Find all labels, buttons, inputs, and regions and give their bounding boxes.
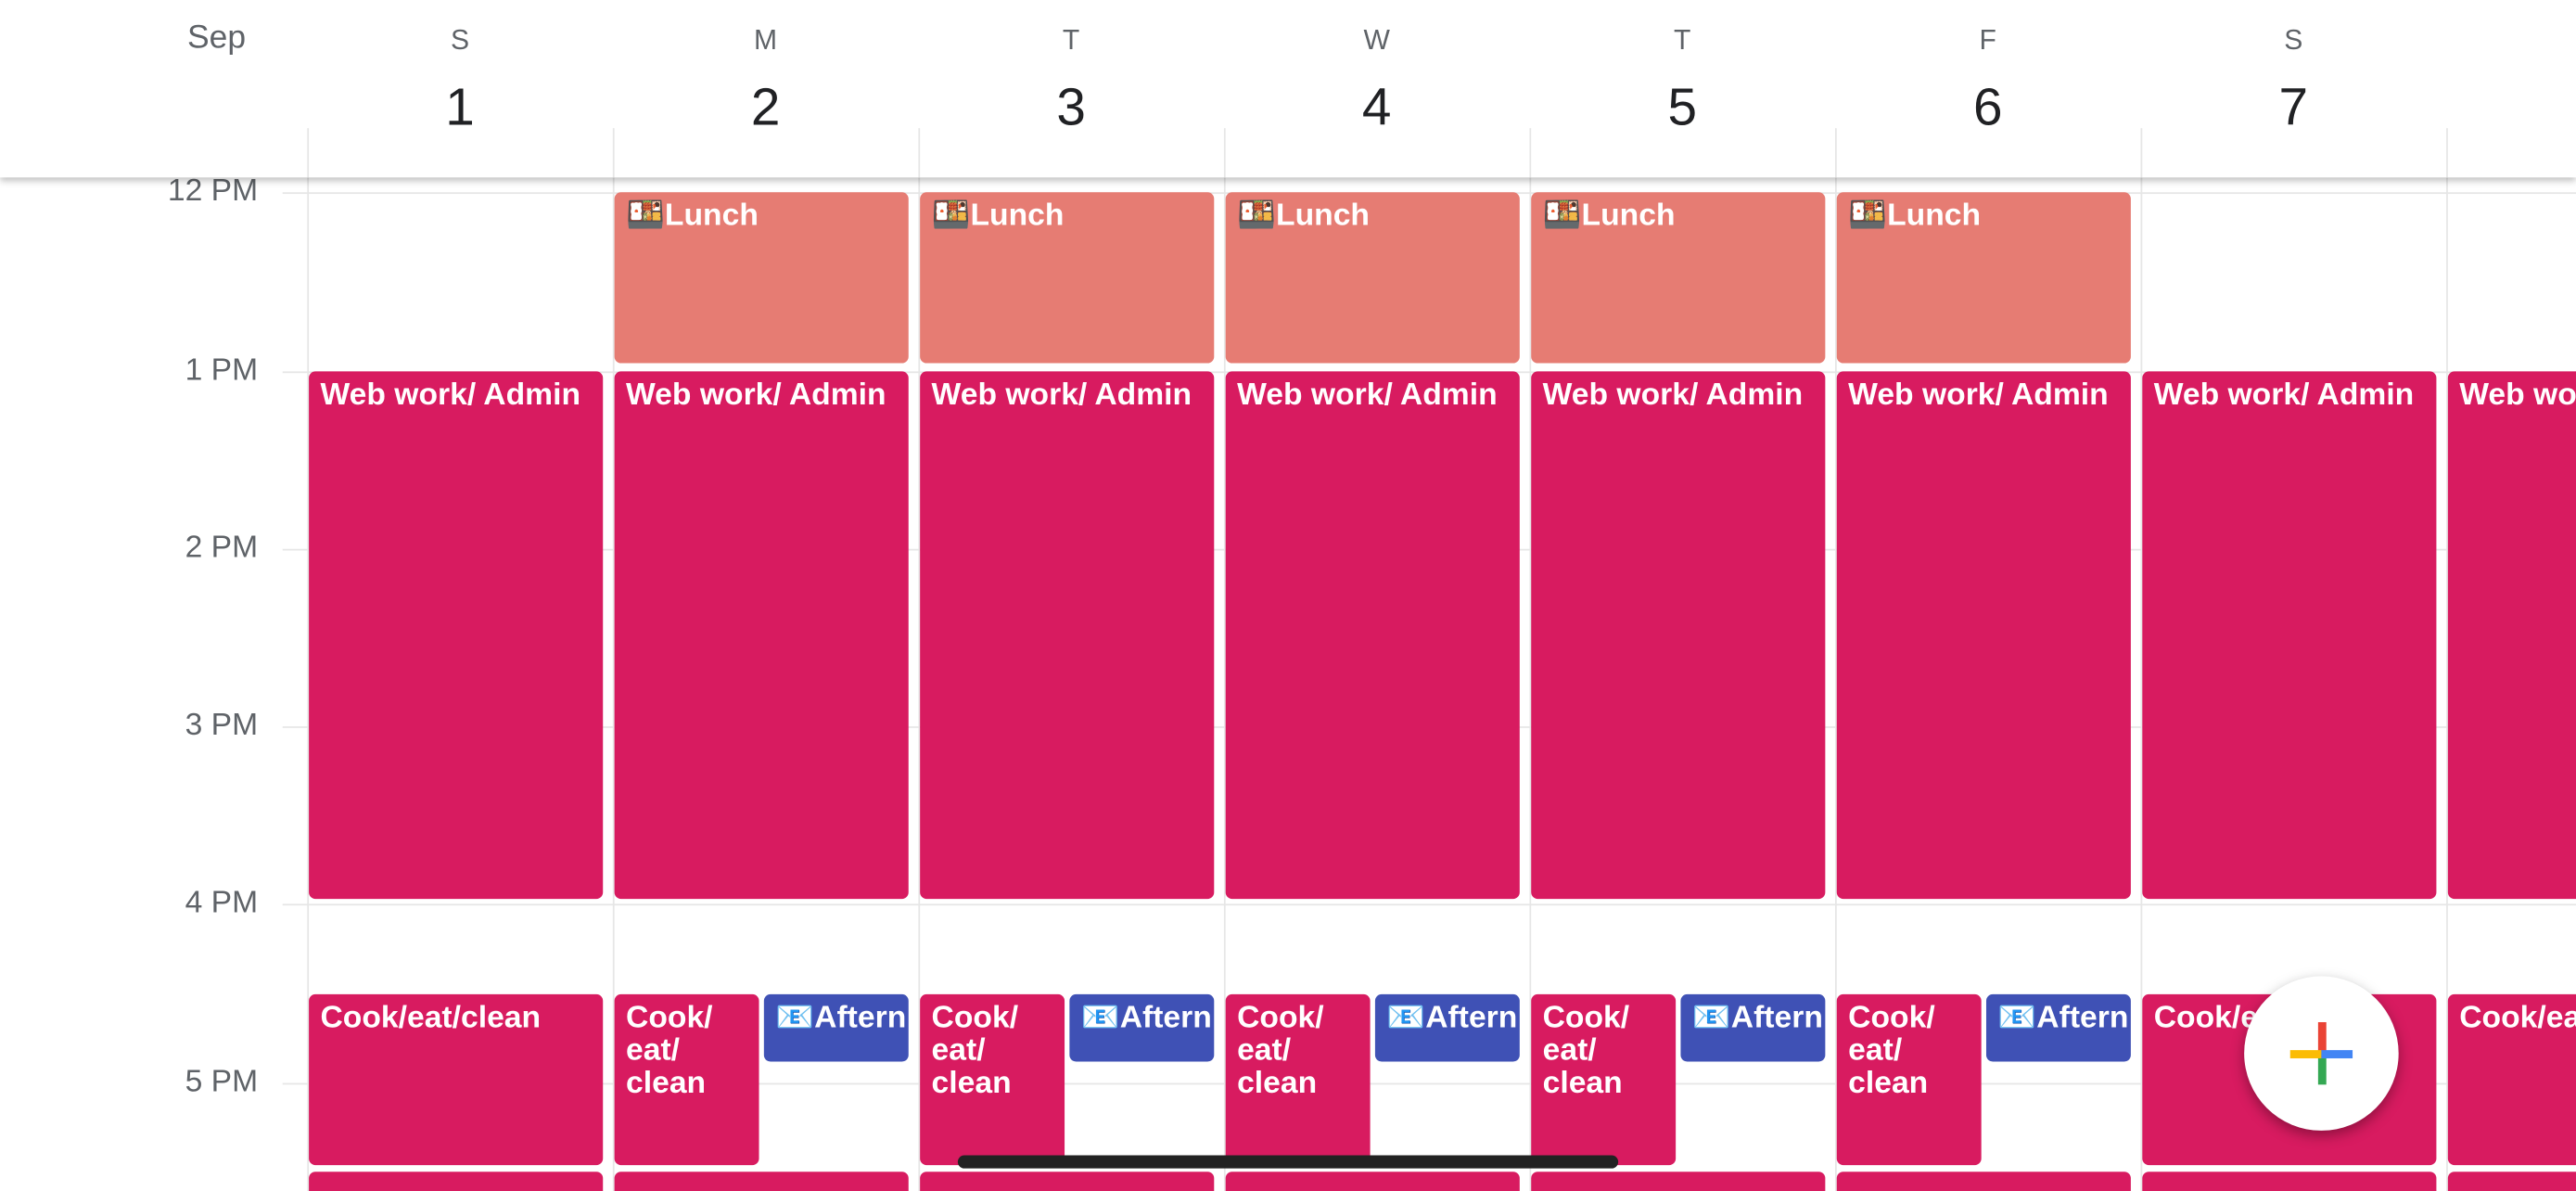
- event-chip-partial[interactable]: [920, 1172, 1215, 1191]
- event-chip-partial[interactable]: [1836, 1172, 2131, 1191]
- time-label: 2 PM: [185, 531, 259, 566]
- event-chip-partial[interactable]: [1225, 1172, 1520, 1191]
- event-chip-partial[interactable]: [2142, 1172, 2437, 1191]
- day-divider: [2446, 128, 2448, 1191]
- day-divider: [612, 128, 615, 178]
- event-chip[interactable]: Web work/ Admin: [1225, 371, 1520, 900]
- event-chip[interactable]: 🍱Lunch: [1225, 192, 1520, 364]
- event-chip[interactable]: 📧Aftern: [1069, 993, 1215, 1062]
- day-divider: [1834, 128, 1837, 178]
- event-chip[interactable]: 🍱Lunch: [614, 192, 909, 364]
- event-chip[interactable]: 🍱Lunch: [920, 192, 1215, 364]
- time-label: 1 PM: [185, 352, 259, 389]
- day-divider: [307, 128, 310, 1191]
- event-chip-partial[interactable]: [614, 1172, 909, 1191]
- event-chip[interactable]: Cook/ eat/ clean: [920, 993, 1065, 1166]
- event-chip[interactable]: Cook/eat/clean: [2447, 993, 2576, 1166]
- date-number[interactable]: 4: [1361, 77, 1392, 137]
- day-divider: [2140, 128, 2143, 1191]
- event-chip[interactable]: 🍱Lunch: [1836, 192, 2131, 364]
- event-chip[interactable]: Web work/ Admin: [2447, 371, 2576, 900]
- date-number[interactable]: 2: [750, 77, 781, 137]
- event-chip[interactable]: 📧Aftern: [1374, 993, 1520, 1062]
- time-label: 4 PM: [185, 885, 259, 921]
- weekday-label: W: [1363, 24, 1390, 57]
- date-number[interactable]: 1: [445, 77, 475, 137]
- month-label: Sep: [186, 19, 247, 57]
- event-chip-partial[interactable]: [1531, 1172, 1826, 1191]
- event-chip[interactable]: Cook/eat/clean: [309, 993, 604, 1166]
- hour-grid-line: [282, 903, 2576, 906]
- event-chip[interactable]: Web work/ Admin: [1836, 371, 2131, 900]
- date-number[interactable]: 5: [1667, 77, 1697, 137]
- day-divider: [1223, 128, 1226, 1191]
- week-header: Sep S 1 M 2 T 3 W 4 T 5 F 6 S 7: [0, 0, 2576, 178]
- day-divider: [1529, 128, 1532, 1191]
- day-divider: [918, 128, 921, 1191]
- day-divider: [1834, 128, 1837, 1191]
- day-divider: [918, 128, 921, 178]
- date-number[interactable]: 3: [1056, 77, 1086, 137]
- day-divider: [2446, 128, 2448, 178]
- date-number[interactable]: 6: [1972, 77, 2003, 137]
- hour-grid-line: [282, 1082, 2576, 1085]
- weekday-label: T: [1062, 24, 1080, 57]
- create-event-button[interactable]: [2244, 976, 2399, 1131]
- day-divider: [612, 128, 615, 1191]
- weekday-label: S: [2284, 24, 2303, 57]
- event-chip[interactable]: Cook/ eat/ clean: [614, 993, 759, 1166]
- weekday-label: M: [754, 24, 778, 57]
- weekday-label: S: [451, 24, 470, 57]
- day-divider: [1223, 128, 1226, 178]
- event-chip[interactable]: Cook/ eat/ clean: [1836, 993, 1982, 1166]
- event-chip[interactable]: 📧Aftern: [1680, 993, 1826, 1062]
- event-chip[interactable]: Cook/ eat/ clean: [1225, 993, 1371, 1166]
- date-number[interactable]: 7: [2278, 77, 2309, 137]
- event-chip-partial[interactable]: [309, 1172, 604, 1191]
- event-chip[interactable]: Web work/ Admin: [614, 371, 909, 900]
- day-divider: [2140, 128, 2143, 178]
- event-chip[interactable]: Cook/ eat/ clean: [1531, 993, 1677, 1166]
- event-chip[interactable]: 📧Aftern: [1985, 993, 2131, 1062]
- event-chip-partial[interactable]: [2447, 1172, 2576, 1191]
- event-chip[interactable]: Web work/ Admin: [309, 371, 604, 900]
- event-chip[interactable]: 📧Aftern: [763, 993, 909, 1062]
- event-chip[interactable]: Web work/ Admin: [1531, 371, 1826, 900]
- weekday-label: F: [1979, 24, 1996, 57]
- event-chip[interactable]: Web work/ Admin: [920, 371, 1215, 900]
- day-divider: [307, 128, 310, 178]
- weekday-label: T: [1674, 24, 1691, 57]
- time-label: 5 PM: [185, 1065, 259, 1100]
- event-chip[interactable]: Web work/ Admin: [2142, 371, 2437, 900]
- home-indicator: [957, 1155, 1619, 1169]
- event-chip[interactable]: 🍱Lunch: [1531, 192, 1826, 364]
- time-label: 12 PM: [167, 173, 259, 210]
- plus-icon: [2289, 1021, 2353, 1085]
- day-divider: [1529, 128, 1532, 178]
- time-label: 3 PM: [185, 708, 259, 743]
